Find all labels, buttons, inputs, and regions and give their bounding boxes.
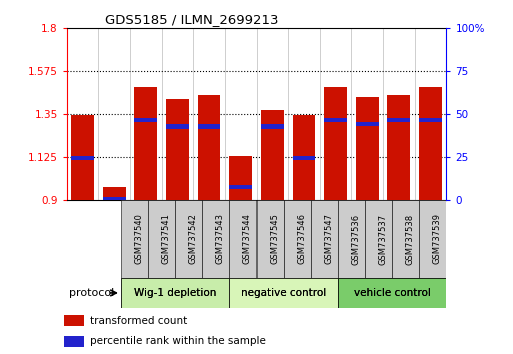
Text: Wig-1 depletion: Wig-1 depletion — [134, 288, 216, 298]
Text: Wig-1 depletion: Wig-1 depletion — [134, 288, 216, 298]
Bar — [324, 87, 347, 200]
Bar — [166, 125, 189, 129]
Bar — [121, 278, 229, 308]
Bar — [324, 118, 347, 122]
Bar — [229, 200, 256, 278]
Bar — [166, 99, 189, 200]
Bar — [198, 95, 221, 200]
Bar — [229, 156, 252, 200]
Bar — [229, 278, 338, 308]
Text: protocol: protocol — [69, 288, 114, 298]
Text: GDS5185 / ILMN_2699213: GDS5185 / ILMN_2699213 — [105, 13, 278, 26]
Bar — [292, 115, 315, 200]
Text: GSM737540: GSM737540 — [134, 213, 144, 264]
Bar — [121, 200, 148, 278]
Text: GSM737538: GSM737538 — [406, 213, 415, 264]
Bar — [356, 122, 379, 126]
Bar — [365, 200, 392, 278]
Text: vehicle control: vehicle control — [353, 288, 430, 298]
Bar — [419, 118, 442, 122]
Text: GSM737542: GSM737542 — [189, 213, 198, 264]
Bar — [229, 278, 338, 308]
Bar — [261, 125, 284, 129]
Text: vehicle control: vehicle control — [353, 288, 430, 298]
Bar — [71, 156, 94, 160]
Bar — [103, 187, 126, 200]
Bar — [419, 200, 446, 278]
Bar — [311, 200, 338, 278]
Text: GSM737545: GSM737545 — [270, 213, 279, 264]
Bar — [64, 336, 84, 347]
Text: transformed count: transformed count — [90, 316, 187, 326]
Text: negative control: negative control — [241, 288, 326, 298]
Text: GSM737544: GSM737544 — [243, 213, 252, 264]
Bar — [198, 125, 221, 129]
Bar — [64, 315, 84, 326]
Bar — [202, 200, 229, 278]
Bar — [256, 200, 284, 278]
Text: GSM737539: GSM737539 — [433, 213, 442, 264]
Bar — [419, 87, 442, 200]
Bar — [392, 200, 419, 278]
Text: GSM737536: GSM737536 — [351, 213, 361, 264]
Text: GSM737541: GSM737541 — [162, 213, 171, 264]
Text: GSM737546: GSM737546 — [297, 213, 306, 264]
Bar — [261, 110, 284, 200]
Bar — [175, 200, 202, 278]
Bar — [134, 87, 157, 200]
Text: GSM737537: GSM737537 — [379, 213, 387, 264]
Bar — [121, 278, 229, 308]
Bar — [134, 118, 157, 122]
Bar — [148, 200, 175, 278]
Bar — [284, 200, 311, 278]
Bar — [338, 278, 446, 308]
Bar — [71, 115, 94, 200]
Text: percentile rank within the sample: percentile rank within the sample — [90, 336, 265, 346]
Bar — [229, 184, 252, 189]
Bar — [387, 95, 410, 200]
Bar — [387, 118, 410, 122]
Text: negative control: negative control — [241, 288, 326, 298]
Bar — [292, 156, 315, 160]
Bar — [103, 197, 126, 201]
Text: GSM737547: GSM737547 — [324, 213, 333, 264]
Bar — [338, 278, 446, 308]
Bar — [338, 200, 365, 278]
Bar — [356, 97, 379, 200]
Text: GSM737543: GSM737543 — [216, 213, 225, 264]
